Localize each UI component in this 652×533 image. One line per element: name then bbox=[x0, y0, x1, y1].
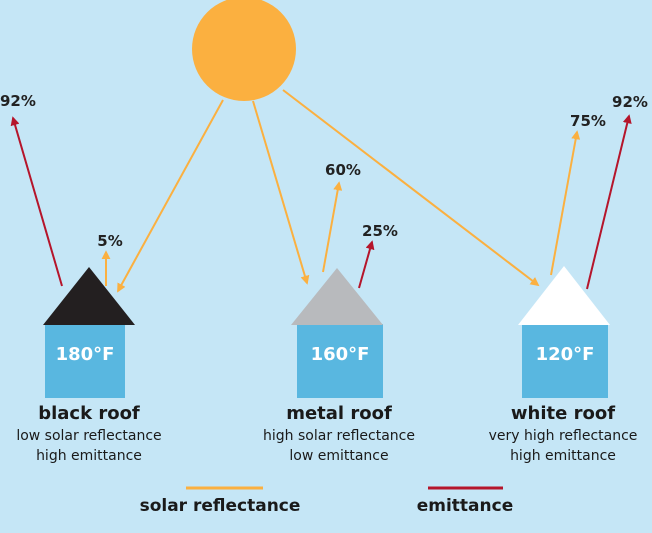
reflectance-arrow-metal bbox=[322, 181, 343, 273]
emittance-arrow-black bbox=[10, 116, 63, 287]
legend: solar reflectance emittance bbox=[140, 486, 514, 516]
solar-ray-metal bbox=[252, 100, 310, 285]
solar-ray-black bbox=[117, 99, 224, 293]
roof-name-white: white roof bbox=[511, 403, 615, 424]
roof-desc-black-1: low solar reflectance bbox=[16, 428, 161, 444]
reflectance-arrow-white bbox=[550, 130, 581, 276]
white-roof-shape bbox=[518, 266, 610, 325]
house-wall-metal bbox=[297, 324, 383, 398]
reflectance-pct-black: 5% bbox=[97, 232, 122, 250]
roof-name-black: black roof bbox=[38, 403, 140, 424]
reflectance-pct-white: 75% bbox=[570, 112, 606, 130]
roof-desc-metal-2: low emittance bbox=[289, 448, 388, 464]
house-wall-black bbox=[45, 324, 125, 398]
roof-desc-black-2: high emittance bbox=[36, 448, 142, 464]
house-black-roof: 180°F bbox=[43, 267, 135, 398]
emittance-pct-black: 92% bbox=[0, 92, 36, 110]
temperature-black: 180°F bbox=[56, 344, 115, 365]
emittance-pct-metal: 25% bbox=[362, 222, 398, 240]
temperature-white: 120°F bbox=[536, 344, 595, 365]
sun-icon bbox=[192, 0, 296, 101]
legend-label-solar: solar reflectance bbox=[140, 496, 301, 516]
roof-desc-white-2: high emittance bbox=[510, 448, 616, 464]
roof-name-metal: metal roof bbox=[286, 403, 392, 424]
house-metal-roof: 160°F bbox=[291, 268, 383, 398]
emittance-arrow-white bbox=[586, 114, 632, 290]
metal-roof-shape bbox=[291, 268, 383, 325]
reflectance-pct-metal: 60% bbox=[325, 161, 361, 179]
black-roof-shape bbox=[43, 267, 135, 325]
house-wall-white bbox=[522, 324, 608, 398]
emittance-pct-white: 92% bbox=[612, 93, 648, 111]
temperature-metal: 160°F bbox=[311, 344, 370, 365]
house-white-roof: 120°F bbox=[518, 266, 610, 398]
roof-desc-white-1: very high reflectance bbox=[489, 428, 638, 444]
emittance-arrow-metal bbox=[358, 240, 375, 289]
solar-ray-white bbox=[282, 89, 540, 287]
roof-desc-metal-1: high solar reflectance bbox=[263, 428, 415, 444]
legend-label-emittance: emittance bbox=[417, 496, 514, 516]
